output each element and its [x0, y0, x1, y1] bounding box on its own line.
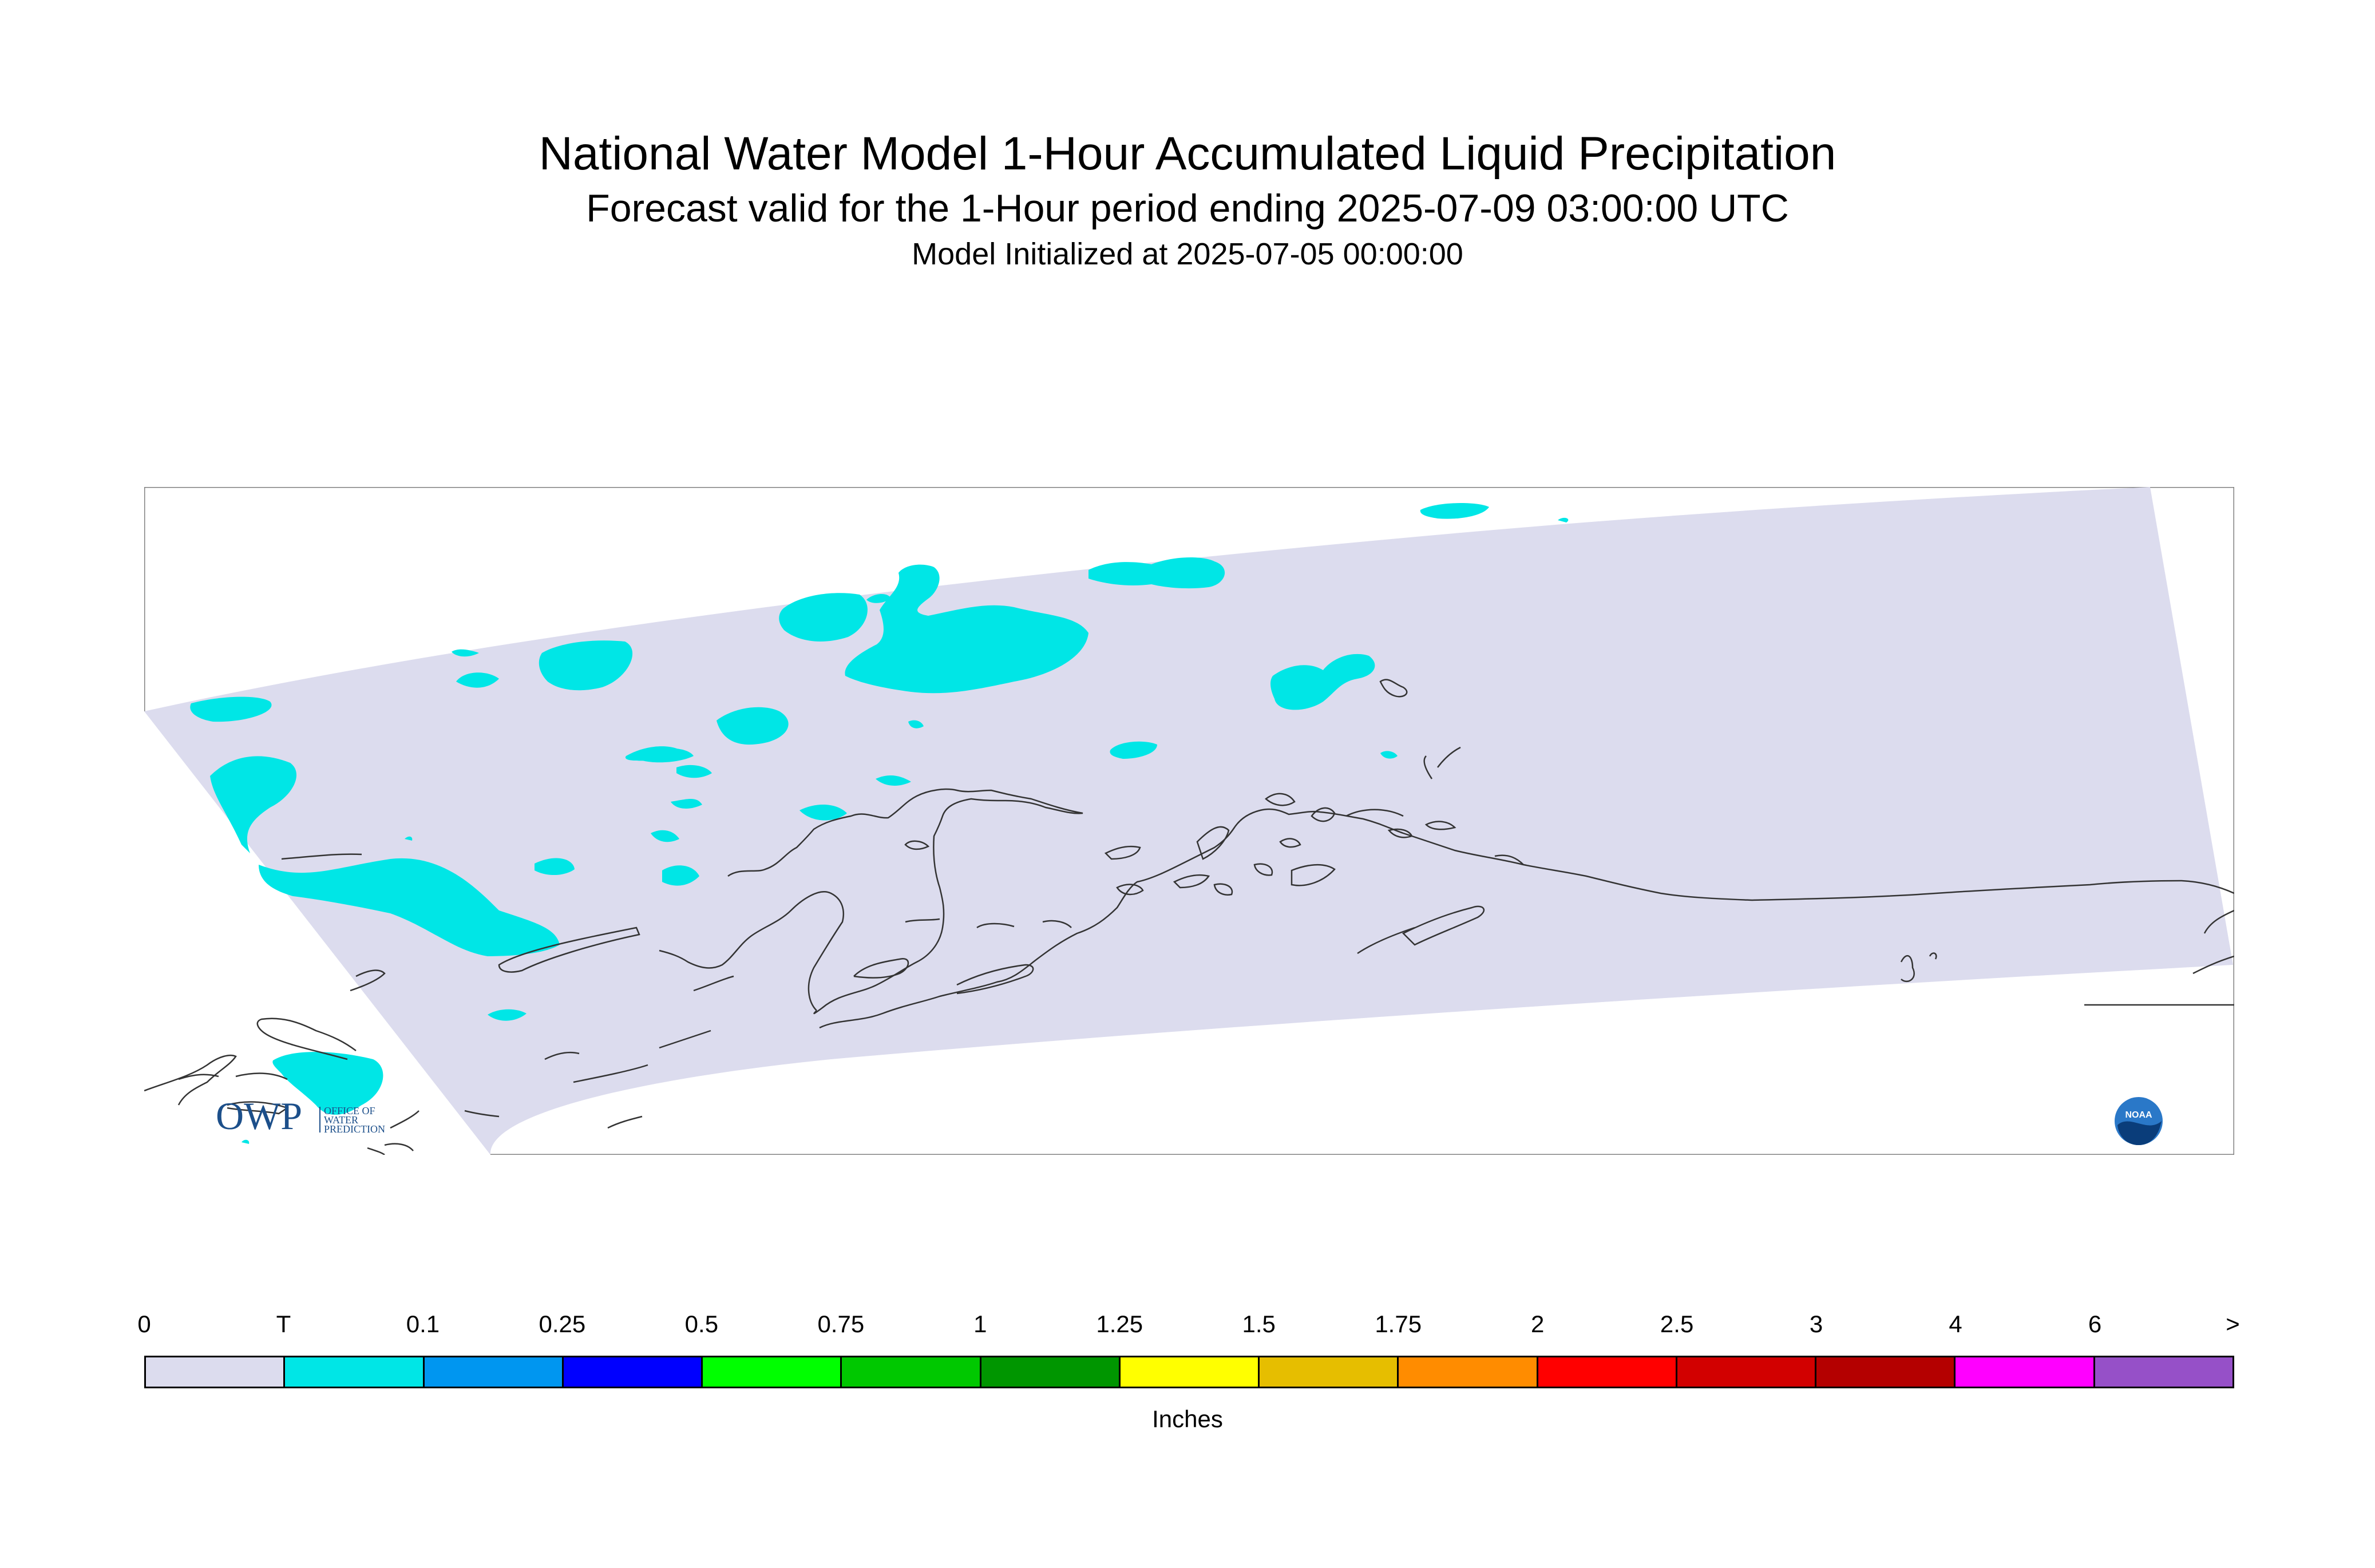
noaa-logo-text: NOAA — [2125, 1110, 2152, 1120]
legend-tick-label: 0.75 — [817, 1310, 865, 1337]
precipitation-map: OWP OFFICE OF WATER PREDICTION NOAA — [144, 487, 2234, 1155]
legend-tick-label: T — [276, 1310, 291, 1337]
trace-precip-areas — [190, 503, 1569, 1144]
legend-tick-label: 1 — [973, 1310, 987, 1337]
legend-units: Inches — [1152, 1405, 1223, 1432]
legend-tick-labels: 0 T 0.1 0.25 0.5 0.75 1 1.25 1.5 1.75 2 2.5 3 4 6 > — [137, 1310, 2239, 1345]
precip-colorbar — [144, 1356, 2234, 1388]
colorbar-swatch — [146, 1357, 286, 1387]
legend-tick-label: 1.75 — [1375, 1310, 1422, 1337]
owp-logo-sub-1: OFFICE OF — [324, 1105, 375, 1116]
colorbar-swatch — [1816, 1357, 1956, 1387]
owp-logo-sub-3: PREDICTION — [324, 1123, 385, 1135]
colorbar-swatch — [424, 1357, 564, 1387]
legend-tick-label: 2.5 — [1660, 1310, 1694, 1337]
colorbar-swatch — [703, 1357, 842, 1387]
legend-tick-label: 1.25 — [1096, 1310, 1143, 1337]
owp-logo-text: OWP — [216, 1094, 302, 1138]
colorbar-swatch — [1120, 1357, 1260, 1387]
noaa-logo: NOAA — [2115, 1097, 2163, 1145]
owp-logo-sub-2: WATER — [324, 1114, 358, 1126]
owp-logo: OWP OFFICE OF WATER PREDICTION — [216, 1094, 385, 1138]
colorbar-swatch — [1956, 1357, 2095, 1387]
legend-tick-label: > — [2226, 1310, 2240, 1337]
colorbar-swatch — [285, 1357, 425, 1387]
colorbar-swatch — [1399, 1357, 1538, 1387]
colorbar-swatch — [563, 1357, 703, 1387]
legend-tick-label: 0.25 — [539, 1310, 586, 1337]
init-time: Model Initialized at 2025-07-05 00:00:00 — [912, 237, 1463, 271]
legend-tick-label: 4 — [1949, 1310, 1962, 1337]
legend-tick-label: 0 — [137, 1310, 151, 1337]
legend-tick-label: 2 — [1530, 1310, 1545, 1337]
colorbar-swatch — [981, 1357, 1121, 1387]
chart-subtitle: Forecast valid for the 1-Hour period end… — [586, 187, 1789, 230]
chart-title: National Water Model 1-Hour Accumulated … — [539, 128, 1836, 180]
legend-tick-label: 0.1 — [406, 1310, 440, 1337]
legend-tick-label: 3 — [1809, 1310, 1823, 1337]
colorbar-swatch — [1538, 1357, 1677, 1387]
colorbar-swatch — [842, 1357, 981, 1387]
coastlines — [144, 679, 2234, 1155]
legend-tick-label: 1.5 — [1242, 1310, 1276, 1337]
colorbar-swatch — [1260, 1357, 1399, 1387]
legend-tick-label: 6 — [2088, 1310, 2102, 1337]
legend-tick-label: 0.5 — [684, 1310, 719, 1337]
model-domain — [144, 487, 2233, 1155]
colorbar-swatch — [2095, 1357, 2232, 1387]
colorbar-swatch — [1677, 1357, 1817, 1387]
